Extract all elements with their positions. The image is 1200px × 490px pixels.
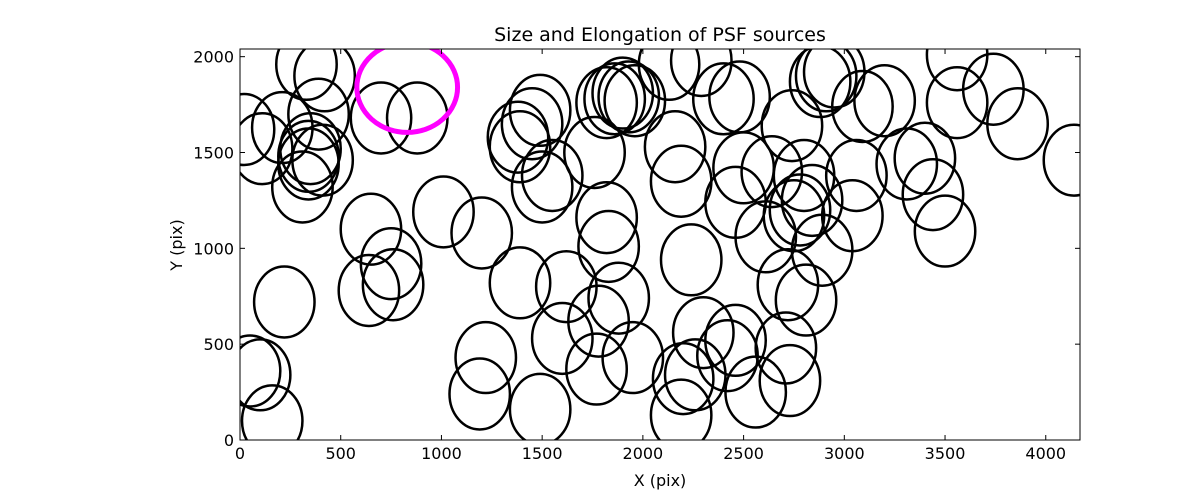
- psf-source-ellipse: [508, 73, 572, 148]
- x-axis-label: X (pix): [634, 471, 687, 490]
- psf-source-ellipse: [240, 111, 294, 186]
- psf-source-ellipse: [601, 320, 665, 395]
- x-tick-label: 1000: [421, 444, 462, 463]
- chart-title: Size and Elongation of PSF sources: [494, 24, 826, 46]
- psf-source-ellipse: [575, 65, 639, 140]
- psf-source-ellipse: [893, 121, 957, 195]
- psf-source-ellipse: [587, 261, 651, 335]
- x-tick-label: 2500: [723, 444, 764, 463]
- x-tick-label: 500: [325, 444, 356, 463]
- x-axis-ticks: 0 500 1000 1500 2000 2500 3000 3500 4000: [235, 49, 1066, 463]
- psf-source-ellipse: [643, 110, 707, 184]
- psf-source-ellipse: [671, 295, 735, 370]
- psf-source-ellipse: [663, 338, 727, 412]
- plot-frame: [239, 48, 1081, 441]
- psf-source-ellipse: [986, 87, 1050, 161]
- psf-source-ellipse: [337, 253, 401, 328]
- x-tick-label: 3000: [824, 444, 865, 463]
- psf-source-ellipse: [794, 49, 858, 113]
- y-tick-label: 1000: [193, 239, 234, 258]
- psf-source-ellipse: [820, 179, 884, 253]
- psf-source-ellipse: [637, 49, 701, 102]
- psf-source-ellipse: [488, 110, 552, 184]
- psf-source-ellipse: [563, 115, 626, 190]
- y-axis-ticks: 0 500 1000 1500 2000: [193, 48, 1080, 450]
- psf-source-ellipse: [575, 180, 639, 255]
- psf-source-ellipse: [240, 338, 292, 412]
- psf-source-ellipse: [691, 62, 755, 136]
- psf-source-ellipse: [240, 92, 276, 167]
- psf-source-ellipse: [669, 49, 733, 98]
- psf-source-ellipse: [361, 248, 425, 322]
- psf-source-ellipse: [925, 65, 989, 140]
- psf-source-ellipse: [853, 64, 917, 138]
- psf-source-ellipse: [287, 77, 351, 151]
- psf-source-ellipse: [659, 223, 723, 297]
- psf-source-ellipse: [758, 343, 822, 418]
- psf-source-ellipse: [577, 209, 641, 284]
- psf-source-ellipse: [901, 157, 965, 232]
- y-tick-label: 2000: [193, 48, 234, 67]
- x-tick-label: 1500: [522, 444, 563, 463]
- psf-source-ellipse: [649, 378, 713, 440]
- psf-source-ellipse: [913, 194, 977, 268]
- x-tick-label: 2000: [623, 444, 664, 463]
- psf-source-ellipse: [768, 173, 832, 247]
- y-tick-label: 1500: [193, 144, 234, 163]
- psf-source-ellipse: [275, 49, 338, 102]
- psf-source-ellipse: [488, 246, 552, 320]
- psf-source-ellipse: [500, 87, 564, 161]
- y-axis-label: Y (pix): [167, 219, 186, 271]
- x-tick-label: 4000: [1025, 444, 1066, 463]
- psf-source-ellipse: [510, 150, 574, 224]
- x-tick-label: 0: [235, 444, 245, 463]
- psf-source-ellipse: [1042, 123, 1080, 197]
- psf-source-ellipse: [411, 175, 475, 249]
- psf-source-ellipse: [240, 334, 282, 408]
- psf-source-ellipse: [774, 263, 838, 337]
- psf-source-ellipse: [270, 150, 334, 224]
- psf-source-ellipse: [740, 134, 804, 209]
- psf-source-ellipse: [293, 49, 357, 113]
- psf-source-ellipse: [359, 226, 423, 301]
- data-markers: [240, 49, 1080, 440]
- psf-source-ellipse: [565, 332, 629, 406]
- psf-source-ellipse: [754, 311, 818, 385]
- psf-source-ellipse: [450, 196, 514, 270]
- psf-source-ellipse: [349, 81, 413, 155]
- y-tick-label: 500: [203, 335, 234, 354]
- highlight-ellipse: [354, 49, 461, 135]
- psf-source-ellipse: [530, 301, 594, 376]
- x-tick-label: 3500: [925, 444, 966, 463]
- psf-source-ellipse: [780, 163, 844, 238]
- psf-source-ellipse: [520, 138, 584, 213]
- y-tick-label: 0: [224, 431, 234, 450]
- psf-source-ellipse: [508, 372, 572, 440]
- psf-source-ellipse: [252, 265, 316, 339]
- psf-source-ellipse: [448, 357, 512, 431]
- psf-source-ellipse: [830, 69, 894, 144]
- psf-source-ellipse: [583, 62, 647, 136]
- psf-source-ellipse: [240, 384, 304, 440]
- psf-source-ellipse: [454, 320, 518, 395]
- psf-source-ellipse: [788, 49, 852, 119]
- psf-source-ellipse: [291, 123, 355, 197]
